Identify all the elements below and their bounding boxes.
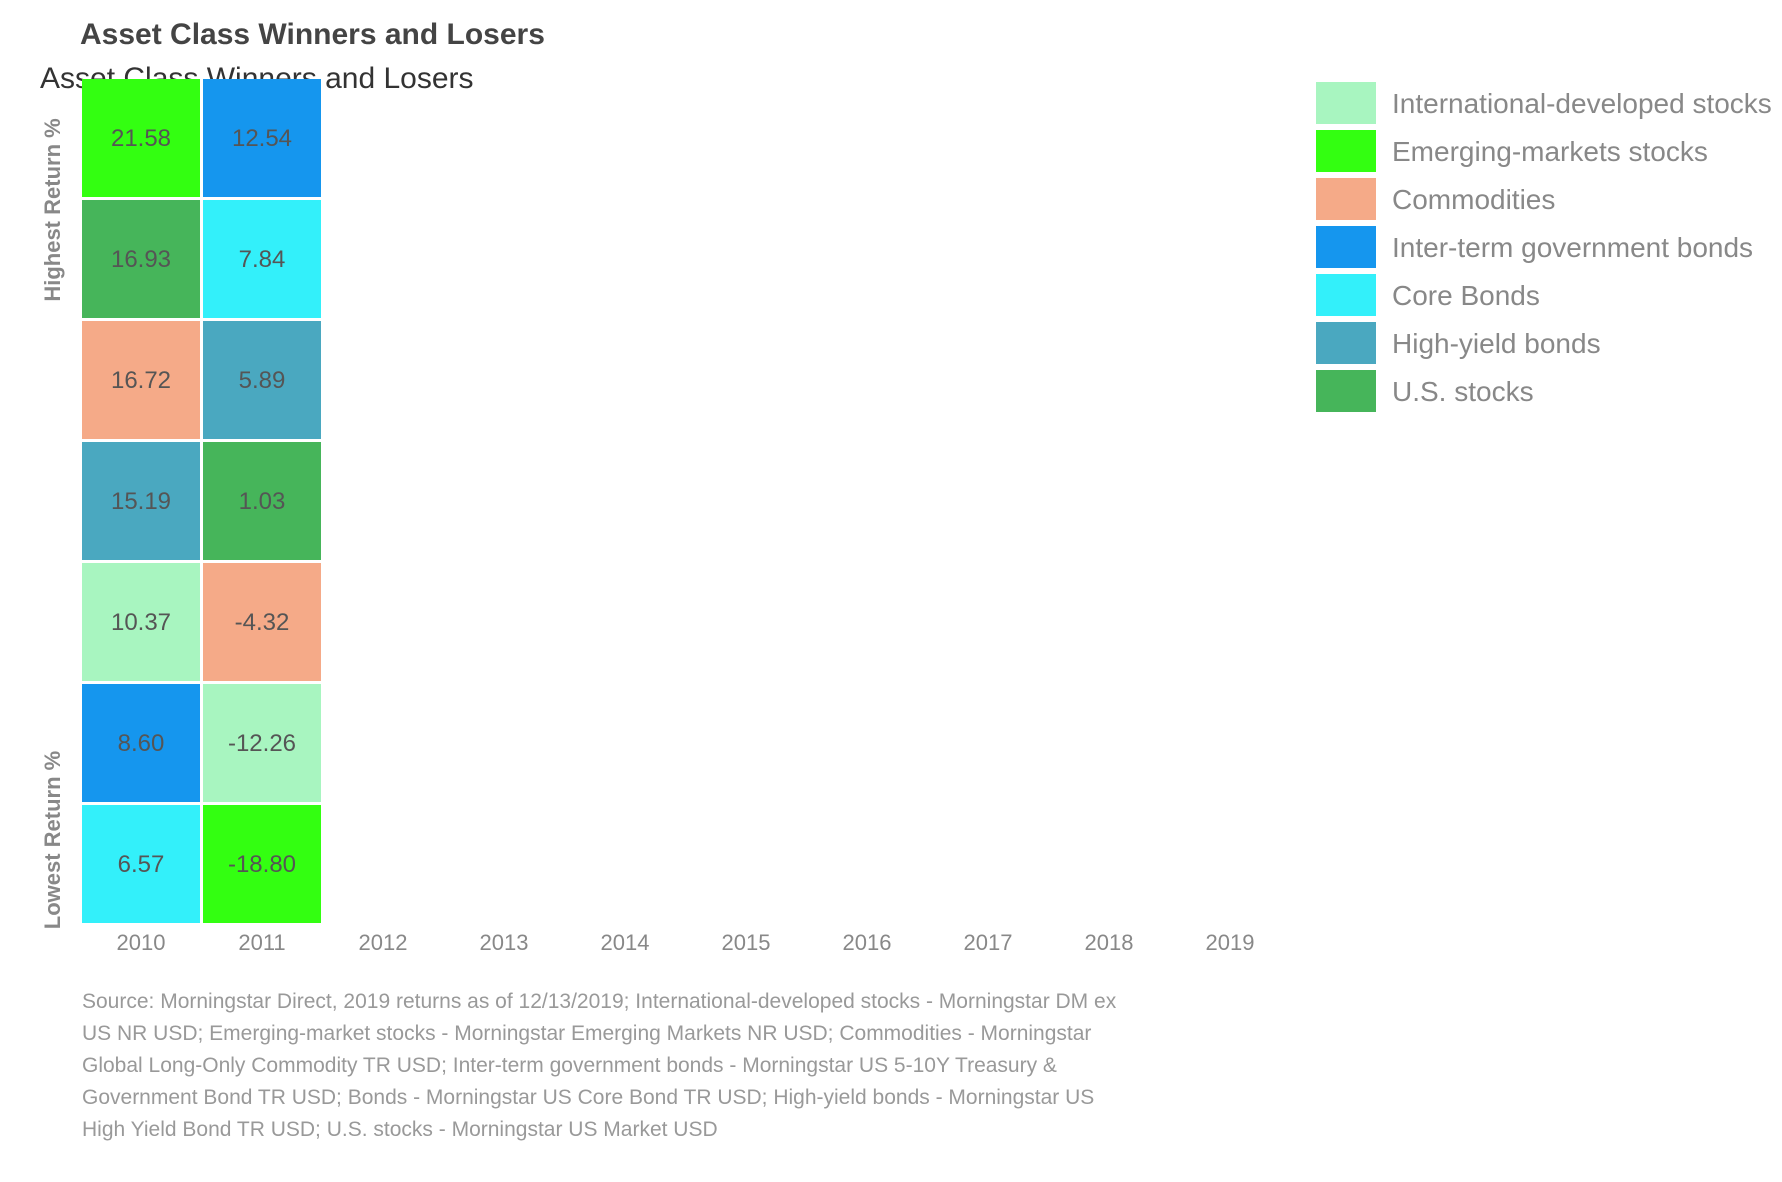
- legend-entry-label: High-yield bonds: [1392, 328, 1601, 359]
- quilt-cell: [82, 684, 200, 802]
- legend-entry-label: Emerging-markets stocks: [1392, 136, 1708, 167]
- cell-value-label: 5.89: [239, 367, 286, 394]
- legend-entry-label: Inter-term government bonds: [1392, 232, 1753, 263]
- cell-value-label: 16.72: [111, 367, 171, 394]
- quilt-cell: [203, 684, 321, 802]
- quilt-cell: [82, 442, 200, 560]
- quilt-cell: [82, 805, 200, 923]
- cell-value-label: 6.57: [118, 851, 165, 878]
- quilt-cell: [203, 79, 321, 197]
- year-tick-label: 2017: [964, 930, 1013, 955]
- legend-entry-label: Core Bonds: [1392, 280, 1540, 311]
- quilt-cell: [82, 563, 200, 681]
- legend: International-developed stocks Emerging-m…: [1316, 82, 1772, 412]
- legend-entry-label: International-developed stocks: [1392, 88, 1772, 119]
- cell-value-label: 16.93: [111, 246, 171, 273]
- cell-value-label: 7.84: [239, 246, 286, 273]
- year-tick-label: 2016: [843, 930, 892, 955]
- cell-value-label: 1.03: [239, 488, 286, 515]
- cell-value-label: -4.32: [235, 609, 290, 636]
- quilt-cell: [203, 321, 321, 439]
- cell-value-label: 21.58: [111, 125, 171, 152]
- quilt-cell: [82, 200, 200, 318]
- year-tick-label: 2013: [480, 930, 529, 955]
- year-tick-label: 2018: [1085, 930, 1134, 955]
- legend-entry-label: Commodities: [1392, 184, 1555, 215]
- y-axis-label-highest: Highest Return %: [40, 118, 65, 301]
- legend-swatch: [1316, 130, 1376, 172]
- source-note: Source: Morningstar Direct, 2019 returns…: [82, 990, 1117, 1141]
- cell-value-label: 8.60: [118, 730, 165, 757]
- quilt-cell: [203, 442, 321, 560]
- legend-swatch: [1316, 322, 1376, 364]
- legend-swatch: [1316, 178, 1376, 220]
- chart-title: Asset Class Winners and Losers: [80, 18, 545, 51]
- year-tick-label: 2019: [1206, 930, 1255, 955]
- cell-value-label: 12.54: [232, 125, 292, 152]
- year-axis: 2010 2011 2012 2013 2014 2015 2016 2017 2018 2019: [117, 930, 1255, 955]
- cell-value-label: 15.19: [111, 488, 171, 515]
- quilt-cell: [82, 79, 200, 197]
- year-tick-label: 2012: [359, 930, 408, 955]
- quilt-cell: [203, 200, 321, 318]
- quilt-cell: [82, 321, 200, 439]
- quilt-cell: [203, 563, 321, 681]
- quilt-grid: 21.58 16.93 16.72 15.19 10.37 8.60 6.57 12.54 7.…: [82, 79, 321, 923]
- legend-entry-label: U.S. stocks: [1392, 376, 1534, 407]
- year-tick-label: 2010: [117, 930, 166, 955]
- legend-swatch: [1316, 370, 1376, 412]
- y-axis-label-lowest: Lowest Return %: [40, 751, 65, 929]
- legend-swatch: [1316, 82, 1376, 124]
- year-tick-label: 2014: [601, 930, 650, 955]
- cell-value-label: -18.80: [228, 851, 296, 878]
- cell-value-label: -12.26: [228, 730, 296, 757]
- year-tick-label: 2015: [722, 930, 771, 955]
- quilt-cell: [203, 805, 321, 923]
- legend-swatch: [1316, 274, 1376, 316]
- legend-swatch: [1316, 226, 1376, 268]
- cell-value-label: 10.37: [111, 609, 171, 636]
- year-tick-label: 2011: [238, 930, 285, 955]
